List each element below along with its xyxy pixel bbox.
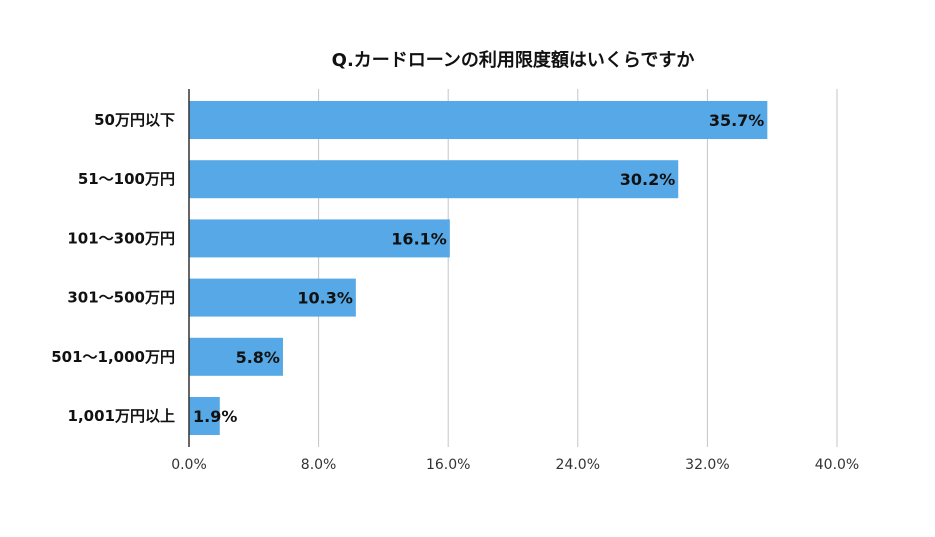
x-tick-label: 40.0% xyxy=(815,457,859,473)
category-label: 51〜100万円 xyxy=(78,170,175,188)
bar xyxy=(189,278,356,317)
x-tick-label: 8.0% xyxy=(301,457,337,473)
data-label: 35.7% xyxy=(709,111,765,130)
category-label: 50万円以下 xyxy=(94,111,175,129)
data-label: 1.9% xyxy=(193,407,237,426)
x-tick-label: 16.0% xyxy=(426,457,470,473)
labels: 0.0% 8.0% 16.0% 24.0% 32.0% 40.0% 50万円以下 35.7% 5… xyxy=(51,111,859,473)
gridlines xyxy=(318,89,838,447)
category-label: 301〜500万円 xyxy=(67,289,175,307)
category-label: 101〜300万円 xyxy=(67,229,175,247)
x-tick-label: 32.0% xyxy=(685,457,729,473)
x-tick-label: 24.0% xyxy=(556,457,600,473)
category-label: 1,001万円以上 xyxy=(68,407,175,425)
data-label: 5.8% xyxy=(236,348,280,367)
bar xyxy=(189,101,768,139)
category-label: 501〜1,000万円 xyxy=(51,348,175,366)
data-label: 10.3% xyxy=(297,289,353,308)
bars xyxy=(189,101,768,435)
bar xyxy=(189,219,450,258)
bar xyxy=(189,337,283,376)
chart-title: Q.カードローンの利用限度額はいくらですか xyxy=(332,49,695,71)
x-tick-label: 0.0% xyxy=(171,457,207,473)
data-label: 30.2% xyxy=(620,170,676,189)
bar xyxy=(189,397,220,435)
bar xyxy=(189,160,679,199)
data-label: 16.1% xyxy=(391,229,447,248)
